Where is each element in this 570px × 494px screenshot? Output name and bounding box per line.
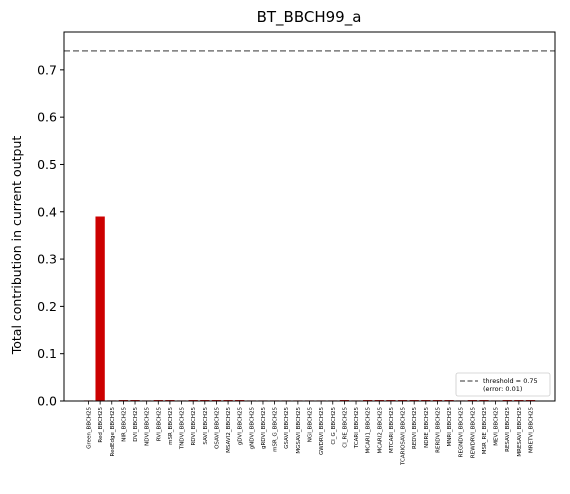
y-tick-label: 0.1 (37, 346, 57, 361)
legend-threshold-label: threshold = 0.75 (483, 377, 538, 385)
x-tick-label: MCARI1_BBCH25 (366, 407, 372, 454)
y-tick-label: 0.7 (37, 62, 57, 77)
x-tick-label: MTCARI_BBCH25 (389, 407, 395, 454)
x-tick-label: MNRI_BBCH25 (447, 407, 453, 447)
x-tick-label: NIR_BBCH25 (121, 407, 127, 442)
x-tick-label: TCARIOSAVI_BBCH25 (401, 407, 407, 466)
y-tick-label: 0.3 (37, 252, 57, 267)
x-tick-label: RESAVI_BBCH25 (505, 406, 511, 451)
x-tick-label: RERDVI_BBCH25 (435, 407, 441, 453)
x-tick-label: RDVI_BBCH25 (191, 407, 197, 446)
plot-frame (63, 31, 556, 402)
y-tick-label: 0.5 (37, 157, 57, 172)
x-tick-label: RedEdge_BBCH25 (110, 407, 116, 457)
x-tick-label: RVI_BBCH25 (156, 407, 162, 442)
x-tick-label: NDVI_BBCH25 (145, 407, 151, 446)
x-tick-label: mSR_BBCH25 (168, 407, 174, 445)
y-tick-label: 0.6 (37, 110, 57, 125)
legend: threshold = 0.75 (error: 0.01) (455, 372, 551, 397)
x-tick-label: MRETVI_BBCH25 (529, 407, 535, 453)
x-tick-label: Green_BBCH25 (87, 407, 93, 449)
x-tick-label: GWDRVI_BBCH25 (319, 407, 325, 456)
x-tick-label: MGSAVI_BBCH25 (296, 407, 302, 454)
x-tick-label: Red_BBCH25 (98, 407, 104, 443)
x-tick-label: NDRE_BBCH25 (424, 407, 430, 448)
x-tick-label: REGNDVI_BBCH25 (459, 407, 465, 458)
x-tick-label: REWDRVI_BBCH25 (470, 407, 476, 459)
legend-error-label: (error: 0.01) (483, 385, 522, 393)
x-tick-label: MEVI_BBCH25 (494, 407, 500, 446)
legend-box (455, 372, 551, 397)
x-tick-label: GSAVI_BBCH25 (284, 407, 290, 449)
x-tick-label: gNDVI_BBCH25 (249, 407, 255, 450)
x-tick-label: TCARI_BBCH25 (354, 407, 360, 450)
x-tick-label: gDVI_BBCH25 (238, 407, 244, 446)
x-tick-label: CI_RE_BBCH25 (342, 407, 348, 448)
x-tick-label: NGI_BBCH25 (308, 407, 314, 443)
y-tick-label: 0.0 (37, 394, 57, 409)
x-tick-label: SAVI_BBCH25 (203, 407, 209, 445)
x-axis-ticks: Green_BBCH25 Red_BBCH25 RedEdge_BBCH25 NIR_… (87, 401, 535, 466)
x-tick-label: MSAVI2_BBCH25 (226, 407, 232, 453)
x-tick-label: MCARI2_BBCH25 (377, 407, 383, 454)
chart-title: BT_BBCH99_a (257, 8, 362, 27)
x-tick-label: REDVI_BBCH25 (412, 407, 418, 449)
y-tick-label: 0.2 (37, 299, 57, 314)
x-tick-label: TNDVI_BBCH25 (180, 407, 186, 451)
x-tick-label: mSR_G_BBCH25 (273, 407, 279, 452)
x-tick-label: MRESAVI_BBCH25 (517, 407, 523, 457)
x-tick-label: MSR_RE_BBCH25 (482, 407, 488, 455)
x-tick-label: DVI_BBCH25 (133, 407, 139, 442)
x-tick-label: OSAVI_BBCH25 (214, 407, 220, 449)
y-tick-label: 0.4 (37, 204, 57, 219)
x-tick-label: CI_G_BBCH25 (331, 407, 337, 445)
y-axis-label: Total contribution in current output (9, 136, 24, 356)
bar (95, 216, 105, 401)
x-tick-label: gRDVI_BBCH25 (261, 407, 267, 450)
y-axis-ticks: 0.0 0.1 0.2 0.3 0.4 0.5 0.6 0.7 (37, 62, 64, 409)
